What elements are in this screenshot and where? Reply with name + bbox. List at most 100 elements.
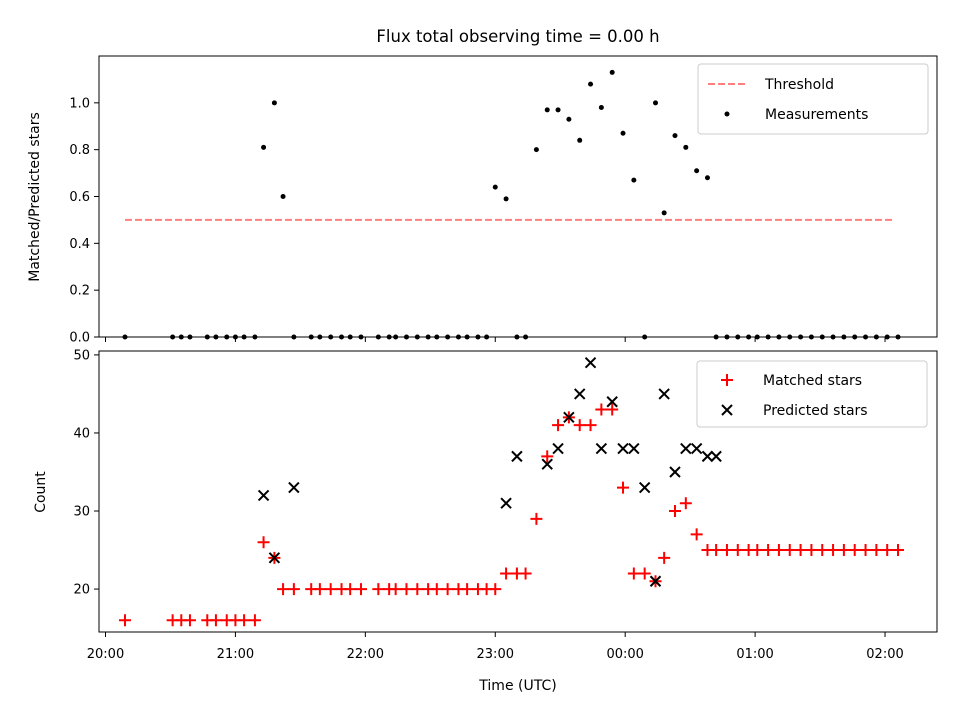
legend-measurements-swatch <box>724 111 730 117</box>
bottom-y-tick-label: 20 <box>73 583 90 598</box>
matched-star-point <box>870 544 883 557</box>
matched-star-point <box>500 567 513 580</box>
predicted-star-point <box>701 450 714 463</box>
bottom-x-tick-label: 01:00 <box>736 647 773 662</box>
measurement-point <box>683 144 689 150</box>
bottom-plot-marks <box>118 357 905 627</box>
measurement-point <box>492 184 498 190</box>
predicted-star-point <box>257 489 270 502</box>
predicted-star-point <box>680 442 692 455</box>
matched-star-point <box>881 544 894 557</box>
measurement-point <box>609 69 615 75</box>
predicted-star-point <box>552 442 564 455</box>
predicted-star-point <box>584 357 597 369</box>
matched-star-point <box>441 583 454 596</box>
matched-star-point <box>400 583 413 596</box>
measurement-point <box>694 168 700 174</box>
predicted-star-point <box>574 388 586 400</box>
top-y-tick-label: 0.8 <box>69 143 90 158</box>
predicted-star-point <box>563 411 575 424</box>
matched-star-point <box>248 614 261 627</box>
legend-matched-label: Matched stars <box>763 373 862 389</box>
matched-star-point <box>372 583 385 596</box>
matched-star-point <box>816 544 829 557</box>
matched-star-point <box>859 544 872 557</box>
matched-star-point <box>541 450 554 463</box>
matched-star-point <box>411 583 424 596</box>
matched-star-point <box>751 544 764 557</box>
top-y-tick-label: 0.0 <box>69 331 90 346</box>
matched-star-point <box>430 583 443 596</box>
predicted-star-point <box>628 442 640 455</box>
matched-star-point <box>313 583 326 596</box>
matched-star-point <box>679 497 692 510</box>
bottom-x-tick-label: 21:00 <box>217 647 254 662</box>
predicted-star-point <box>595 442 608 455</box>
matched-star-point <box>805 544 818 557</box>
measurement-point <box>261 144 267 150</box>
matched-star-point <box>690 528 703 541</box>
bottom-x-axis-label: Time (UTC) <box>478 678 556 694</box>
measurement-point <box>631 177 637 183</box>
predicted-star-point <box>606 396 618 408</box>
matched-star-point <box>584 419 597 432</box>
measurement-point <box>672 133 678 139</box>
measurement-point <box>577 137 583 143</box>
predicted-star-point <box>669 466 681 478</box>
matched-star-point <box>762 544 775 557</box>
predicted-star-point <box>710 450 722 463</box>
predicted-star-point <box>511 450 523 463</box>
legend-threshold-label: Threshold <box>764 77 834 93</box>
matched-star-point <box>783 544 796 557</box>
bottom-legend-box <box>696 360 928 428</box>
matched-star-point <box>837 544 850 557</box>
matched-star-point <box>617 481 630 494</box>
top-panel: 0.0 0.2 0.4 0.6 0.8 1.0 Matched/Predicted sta… <box>27 55 938 346</box>
measurement-point <box>588 81 594 87</box>
top-y-tick-label: 0.6 <box>69 190 90 205</box>
measurement-point <box>503 196 509 202</box>
bottom-legend: Matched stars Predicted stars <box>696 360 928 428</box>
top-y-tick-label: 0.4 <box>69 237 90 252</box>
predicted-star-point <box>541 458 553 470</box>
matched-star-point <box>573 419 586 432</box>
matched-star-point <box>238 614 251 627</box>
measurement-point <box>533 147 539 153</box>
top-y-tick-label: 1.0 <box>69 96 90 111</box>
chart-title: Flux total observing time = 0.00 h <box>376 27 659 46</box>
matched-star-point <box>627 567 640 580</box>
legend-predicted-label: Predicted stars <box>763 403 868 419</box>
predicted-star-point <box>288 481 300 494</box>
matched-star-point <box>519 567 532 580</box>
predicted-star-point <box>649 575 662 587</box>
top-legend: Threshold Measurements <box>697 63 929 135</box>
matched-star-point <box>668 505 681 518</box>
measurement-point <box>280 194 286 199</box>
matched-star-point <box>183 614 196 627</box>
matched-star-point <box>489 583 502 596</box>
matched-star-point <box>552 419 565 432</box>
bottom-x-tick-label: 02:00 <box>866 647 903 662</box>
matched-star-point <box>461 583 474 596</box>
predicted-star-point <box>690 442 703 455</box>
measurement-point <box>598 105 604 111</box>
legend-matched-swatch <box>721 374 733 386</box>
matched-star-point <box>827 544 840 557</box>
matched-star-point <box>892 544 905 557</box>
matched-star-point <box>355 583 368 596</box>
bottom-y-tick-label: 30 <box>73 505 90 520</box>
bottom-y-tick-label: 40 <box>73 426 90 441</box>
measurement-point <box>661 210 667 216</box>
legend-measurements-label: Measurements <box>765 107 868 123</box>
top-y-axis-label: Matched/Predicted stars <box>27 112 43 282</box>
top-plot-frame <box>98 55 938 338</box>
matched-star-point <box>118 614 131 627</box>
bottom-x-tick-label: 20:00 <box>87 647 124 662</box>
top-y-axis: 0.0 0.2 0.4 0.6 0.8 1.0 <box>69 96 99 346</box>
matched-star-point <box>710 544 723 557</box>
matched-star-point <box>638 567 651 580</box>
matched-star-point <box>731 544 744 557</box>
bottom-x-axis: 20:00 21:00 22:00 23:00 00:00 01:00 02:00 <box>87 632 904 662</box>
matched-star-point <box>848 544 861 557</box>
bottom-x-tick-label: 00:00 <box>606 647 643 662</box>
